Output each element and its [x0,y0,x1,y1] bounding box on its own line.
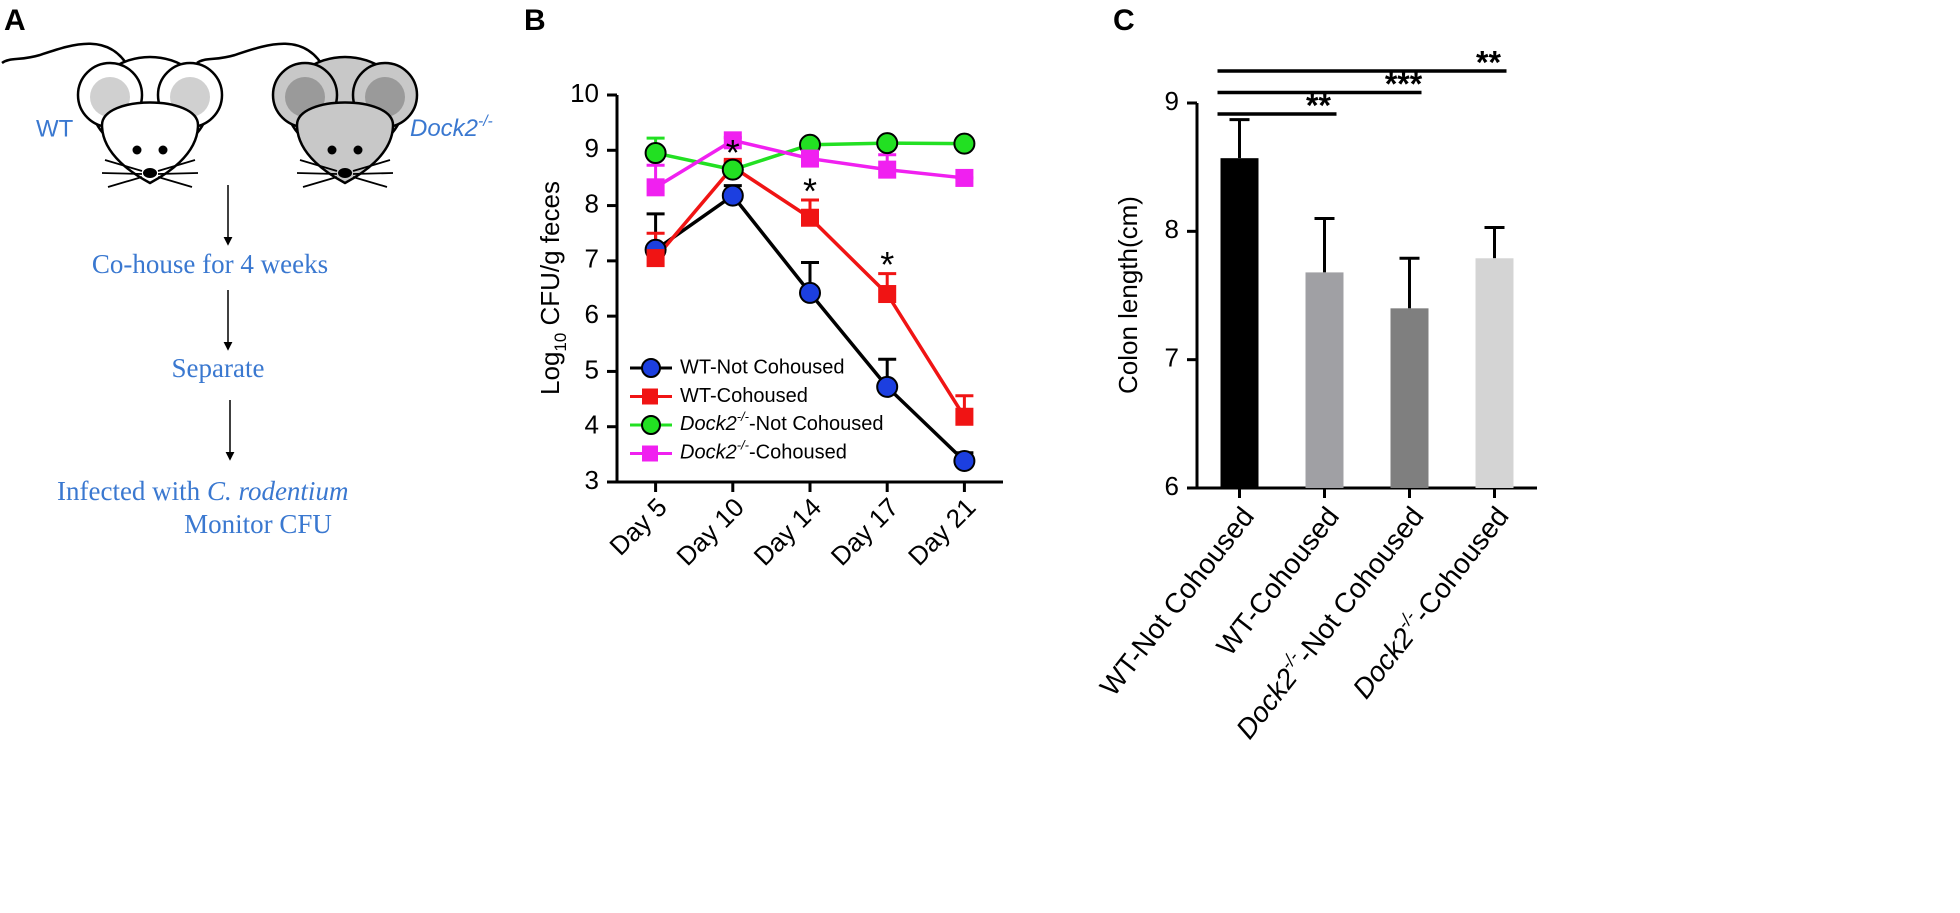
error-bar [1314,217,1335,273]
marker [721,158,744,181]
annotation: * [880,244,894,285]
y-tick-label: 10 [570,78,599,108]
y-tick-label: 8 [585,188,599,218]
marker [723,131,742,150]
marker [955,407,974,426]
x-tick-label: Day 21 [902,492,981,571]
marker [801,208,819,227]
legend-marker [641,415,661,435]
panel-a: A WT Dock2-/- Co-house for 4 weeks Separ… [0,4,493,539]
y-tick-label: 6 [585,299,599,329]
species: C. rodentium [207,476,349,506]
step: Co-house for 4 weeks [92,249,328,279]
marker [646,178,665,197]
legend-label: Dock2-/--Not Cohoused [680,409,884,435]
x-tick-label: WT-Not Cohoused [1094,501,1260,702]
error-bar [1399,256,1420,309]
legend-label: WT-Cohoused [680,385,808,407]
x-tick-label: Day 5 [603,492,672,561]
bar [1220,158,1259,488]
marker [801,149,819,168]
y-tick-label: 8 [1165,214,1179,244]
panel-label: A [4,4,26,37]
y-tick-label: 9 [1165,86,1179,116]
y-axis-label: Colon length(cm) [1113,196,1143,394]
y-tick-label: 6 [1165,471,1179,501]
wt-mouse [0,42,224,189]
error-bar [1229,118,1250,159]
marker [876,375,899,398]
y-tick-label: 7 [1165,343,1179,373]
bar [1390,308,1429,488]
legend-marker [641,358,661,378]
marker [878,285,897,304]
marker [876,132,899,155]
marker [721,184,744,207]
y-tick-label: 5 [585,354,599,384]
panel-label: C [1113,4,1135,37]
annotation: * [803,171,817,212]
marker [644,142,667,165]
y-tick-label: 7 [585,244,599,274]
y-tick-label: 3 [585,465,599,495]
legend-label: WT-Not Cohoused [680,356,845,378]
y-axis-label: Log10 CFU/g feces [535,181,570,395]
y-tick-label: 9 [585,133,599,163]
step: Monitor CFU [184,509,332,539]
panel-label: B [524,4,546,37]
ko-mouse [195,42,419,189]
legend-label: Dock2-/--Cohoused [680,437,847,463]
error-bar [1484,225,1505,259]
x-tick-label: Day 10 [670,492,749,571]
bar [1305,272,1344,488]
significance-label: ** [1476,44,1501,80]
x-tick-label: Dock2-/--Cohoused [1344,499,1515,704]
ko-label: Dock2-/- [410,113,493,143]
x-tick-label: Day 17 [825,492,904,571]
wt-label: WT [36,115,74,142]
x-tick-label: Day 14 [748,492,827,571]
legend-marker [642,445,658,462]
step: Separate [172,353,265,383]
y-tick-label: 4 [585,410,599,440]
marker [953,132,976,155]
marker [953,449,976,472]
marker [955,168,974,187]
marker [646,249,665,268]
legend-marker [642,388,658,405]
marker [878,160,897,179]
marker [799,281,821,304]
bar [1475,258,1514,488]
step: Infected with C. rodentium [57,476,348,506]
annotation: * [726,132,740,173]
step-text: Infected with [57,476,207,506]
